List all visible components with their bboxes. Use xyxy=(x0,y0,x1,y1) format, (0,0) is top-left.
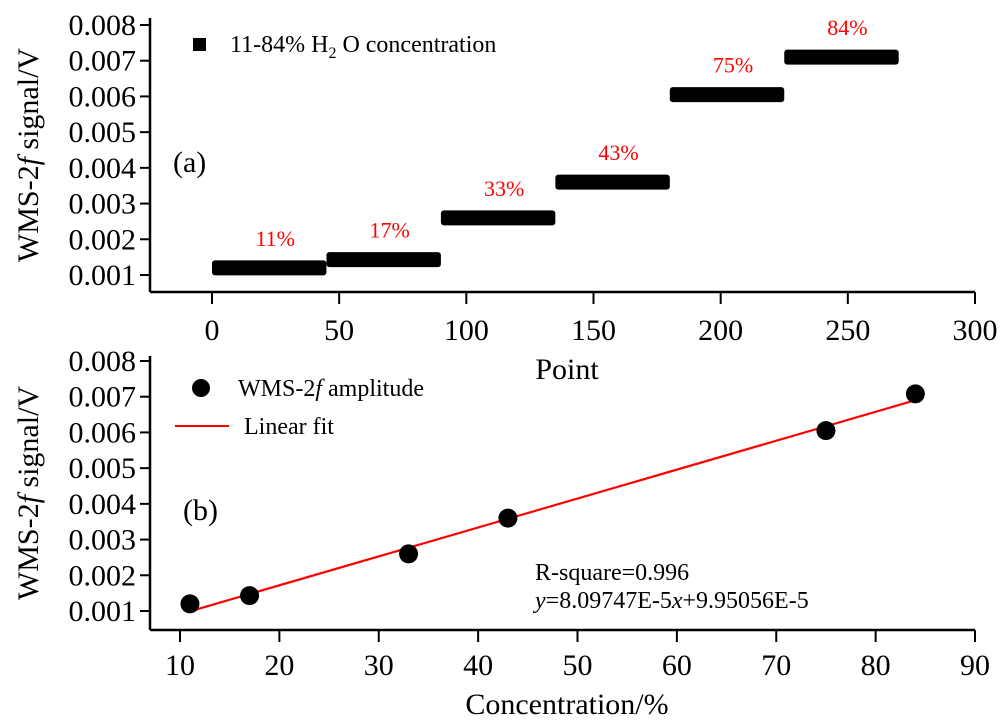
panel-a-x-axis-title: Point xyxy=(535,353,599,386)
panel-a-x-tick-label: 100 xyxy=(444,314,489,347)
concentration-annotation: 75% xyxy=(713,53,753,78)
panel-a-y-tick-label: 0.002 xyxy=(69,223,137,256)
panel-b-x-tick-label: 10 xyxy=(165,649,195,682)
panel-a-y-tick-label: 0.001 xyxy=(69,259,137,292)
panel-a-x-tick-label: 300 xyxy=(953,314,998,347)
panel-b-x-tick-label: 90 xyxy=(960,649,990,682)
panel-b-y-tick-label: 0.007 xyxy=(69,381,137,414)
panel-a-y-axis-title: WMS-2f signal/V xyxy=(12,48,45,263)
step-segment xyxy=(784,49,899,65)
panel-b-x-tick-label: 20 xyxy=(264,649,294,682)
data-point xyxy=(180,594,200,614)
concentration-annotation: 43% xyxy=(598,140,638,165)
panel-a-x-tick-label: 200 xyxy=(698,314,743,347)
equation-x: x xyxy=(671,588,683,614)
panel-a-marks xyxy=(212,49,899,276)
panel-a-legend: 11-84% H2 O concentration xyxy=(193,32,496,62)
legend-label: 11-84% H2 O concentration xyxy=(230,32,496,62)
legend-label-part: O concentration xyxy=(336,32,496,58)
panel-a-y-tick-label: 0.003 xyxy=(69,188,137,221)
data-point xyxy=(498,508,518,528)
panel-a-axes: 0.0010.0020.0030.0040.0050.0060.0070.008… xyxy=(69,9,998,347)
legend-label-part: WMS-2 xyxy=(238,376,315,402)
concentration-annotation: 17% xyxy=(370,218,410,243)
panel-b-y-axis-title: WMS-2f signal/V xyxy=(12,386,45,601)
legend-label-linear-fit: Linear fit xyxy=(244,414,334,440)
panel-b-marks xyxy=(180,384,925,614)
legend-square-marker-icon xyxy=(193,38,206,51)
panel-b-x-tick-label: 40 xyxy=(463,649,493,682)
data-point xyxy=(240,586,260,606)
legend-label-amplitude: WMS-2f amplitude xyxy=(238,376,424,402)
equation-slope: =8.09747E-5 xyxy=(546,588,672,614)
panel-b-axes: 0.0010.0020.0030.0040.0050.0060.0070.008… xyxy=(69,345,991,682)
legend-italic-f: f xyxy=(315,376,325,402)
panel-a-annotations: 11% 17% 33% 43% 75% 84% xyxy=(255,15,867,251)
step-segment xyxy=(212,260,327,276)
step-segment xyxy=(440,210,556,226)
panel-b-y-tick-label: 0.004 xyxy=(69,488,137,521)
panel-b-legend: WMS-2f amplitude Linear fit xyxy=(175,376,424,440)
panel-b-y-tick-label: 0.005 xyxy=(69,452,137,485)
panel-a-x-tick-label: 150 xyxy=(571,314,616,347)
step-segment xyxy=(555,174,670,190)
panel-b: 0.0010.0020.0030.0040.0050.0060.0070.008… xyxy=(12,345,990,721)
panel-a-x-tick-label: 0 xyxy=(205,314,220,347)
step-segment xyxy=(669,87,785,103)
equation-intercept: +9.95056E-5 xyxy=(683,588,809,614)
equation-y: y xyxy=(533,588,546,614)
panel-a-y-tick-label: 0.008 xyxy=(69,9,137,42)
panel-a-x-tick-label: 50 xyxy=(324,314,354,347)
panel-b-y-tick-label: 0.003 xyxy=(69,524,137,557)
legend-label-part: 11-84% H xyxy=(230,32,328,58)
panel-b-y-tick-label: 0.001 xyxy=(69,595,137,628)
y-title-part: WMS-2 xyxy=(12,165,45,262)
panel-b-x-axis-title: Concentration/% xyxy=(465,688,668,721)
linear-fit-line xyxy=(189,399,916,613)
concentration-annotation: 33% xyxy=(484,176,524,201)
panel-a: 0.0010.0020.0030.0040.0050.0060.0070.008… xyxy=(12,9,998,386)
y-title-part: signal/V xyxy=(12,386,45,495)
concentration-annotation: 84% xyxy=(827,15,867,40)
panel-b-label: (b) xyxy=(183,494,218,527)
data-point xyxy=(399,544,419,564)
data-point xyxy=(905,384,925,404)
panel-a-y-tick-label: 0.005 xyxy=(69,116,137,149)
concentration-annotation: 11% xyxy=(255,226,295,251)
fit-annotation: R-square=0.996 y=8.09747E-5x+9.95056E-5 xyxy=(533,560,809,614)
panel-b-y-tick-label: 0.008 xyxy=(69,345,137,378)
panel-b-x-tick-label: 60 xyxy=(662,649,692,682)
legend-subscript: 2 xyxy=(328,45,336,62)
panel-a-label: (a) xyxy=(173,146,206,179)
panel-b-y-tick-label: 0.006 xyxy=(69,416,137,449)
r-square-text: R-square=0.996 xyxy=(535,560,689,586)
panel-b-x-tick-label: 50 xyxy=(563,649,593,682)
fit-equation-text: y=8.09747E-5x+9.95056E-5 xyxy=(533,588,809,614)
panel-b-x-tick-label: 70 xyxy=(761,649,791,682)
panel-a-x-tick-label: 250 xyxy=(825,314,870,347)
legend-label-part: amplitude xyxy=(322,376,424,402)
y-title-part: WMS-2 xyxy=(12,503,45,600)
panel-a-y-tick-label: 0.007 xyxy=(69,45,137,78)
step-segment xyxy=(326,252,441,268)
panel-a-y-tick-label: 0.004 xyxy=(69,152,137,185)
data-point xyxy=(816,421,836,441)
legend-circle-marker-icon xyxy=(192,379,210,397)
panel-b-x-tick-label: 30 xyxy=(364,649,394,682)
panel-b-y-tick-label: 0.002 xyxy=(69,559,137,592)
panel-a-y-tick-label: 0.006 xyxy=(69,80,137,113)
panel-b-x-tick-label: 80 xyxy=(861,649,891,682)
y-title-part: signal/V xyxy=(12,48,45,157)
